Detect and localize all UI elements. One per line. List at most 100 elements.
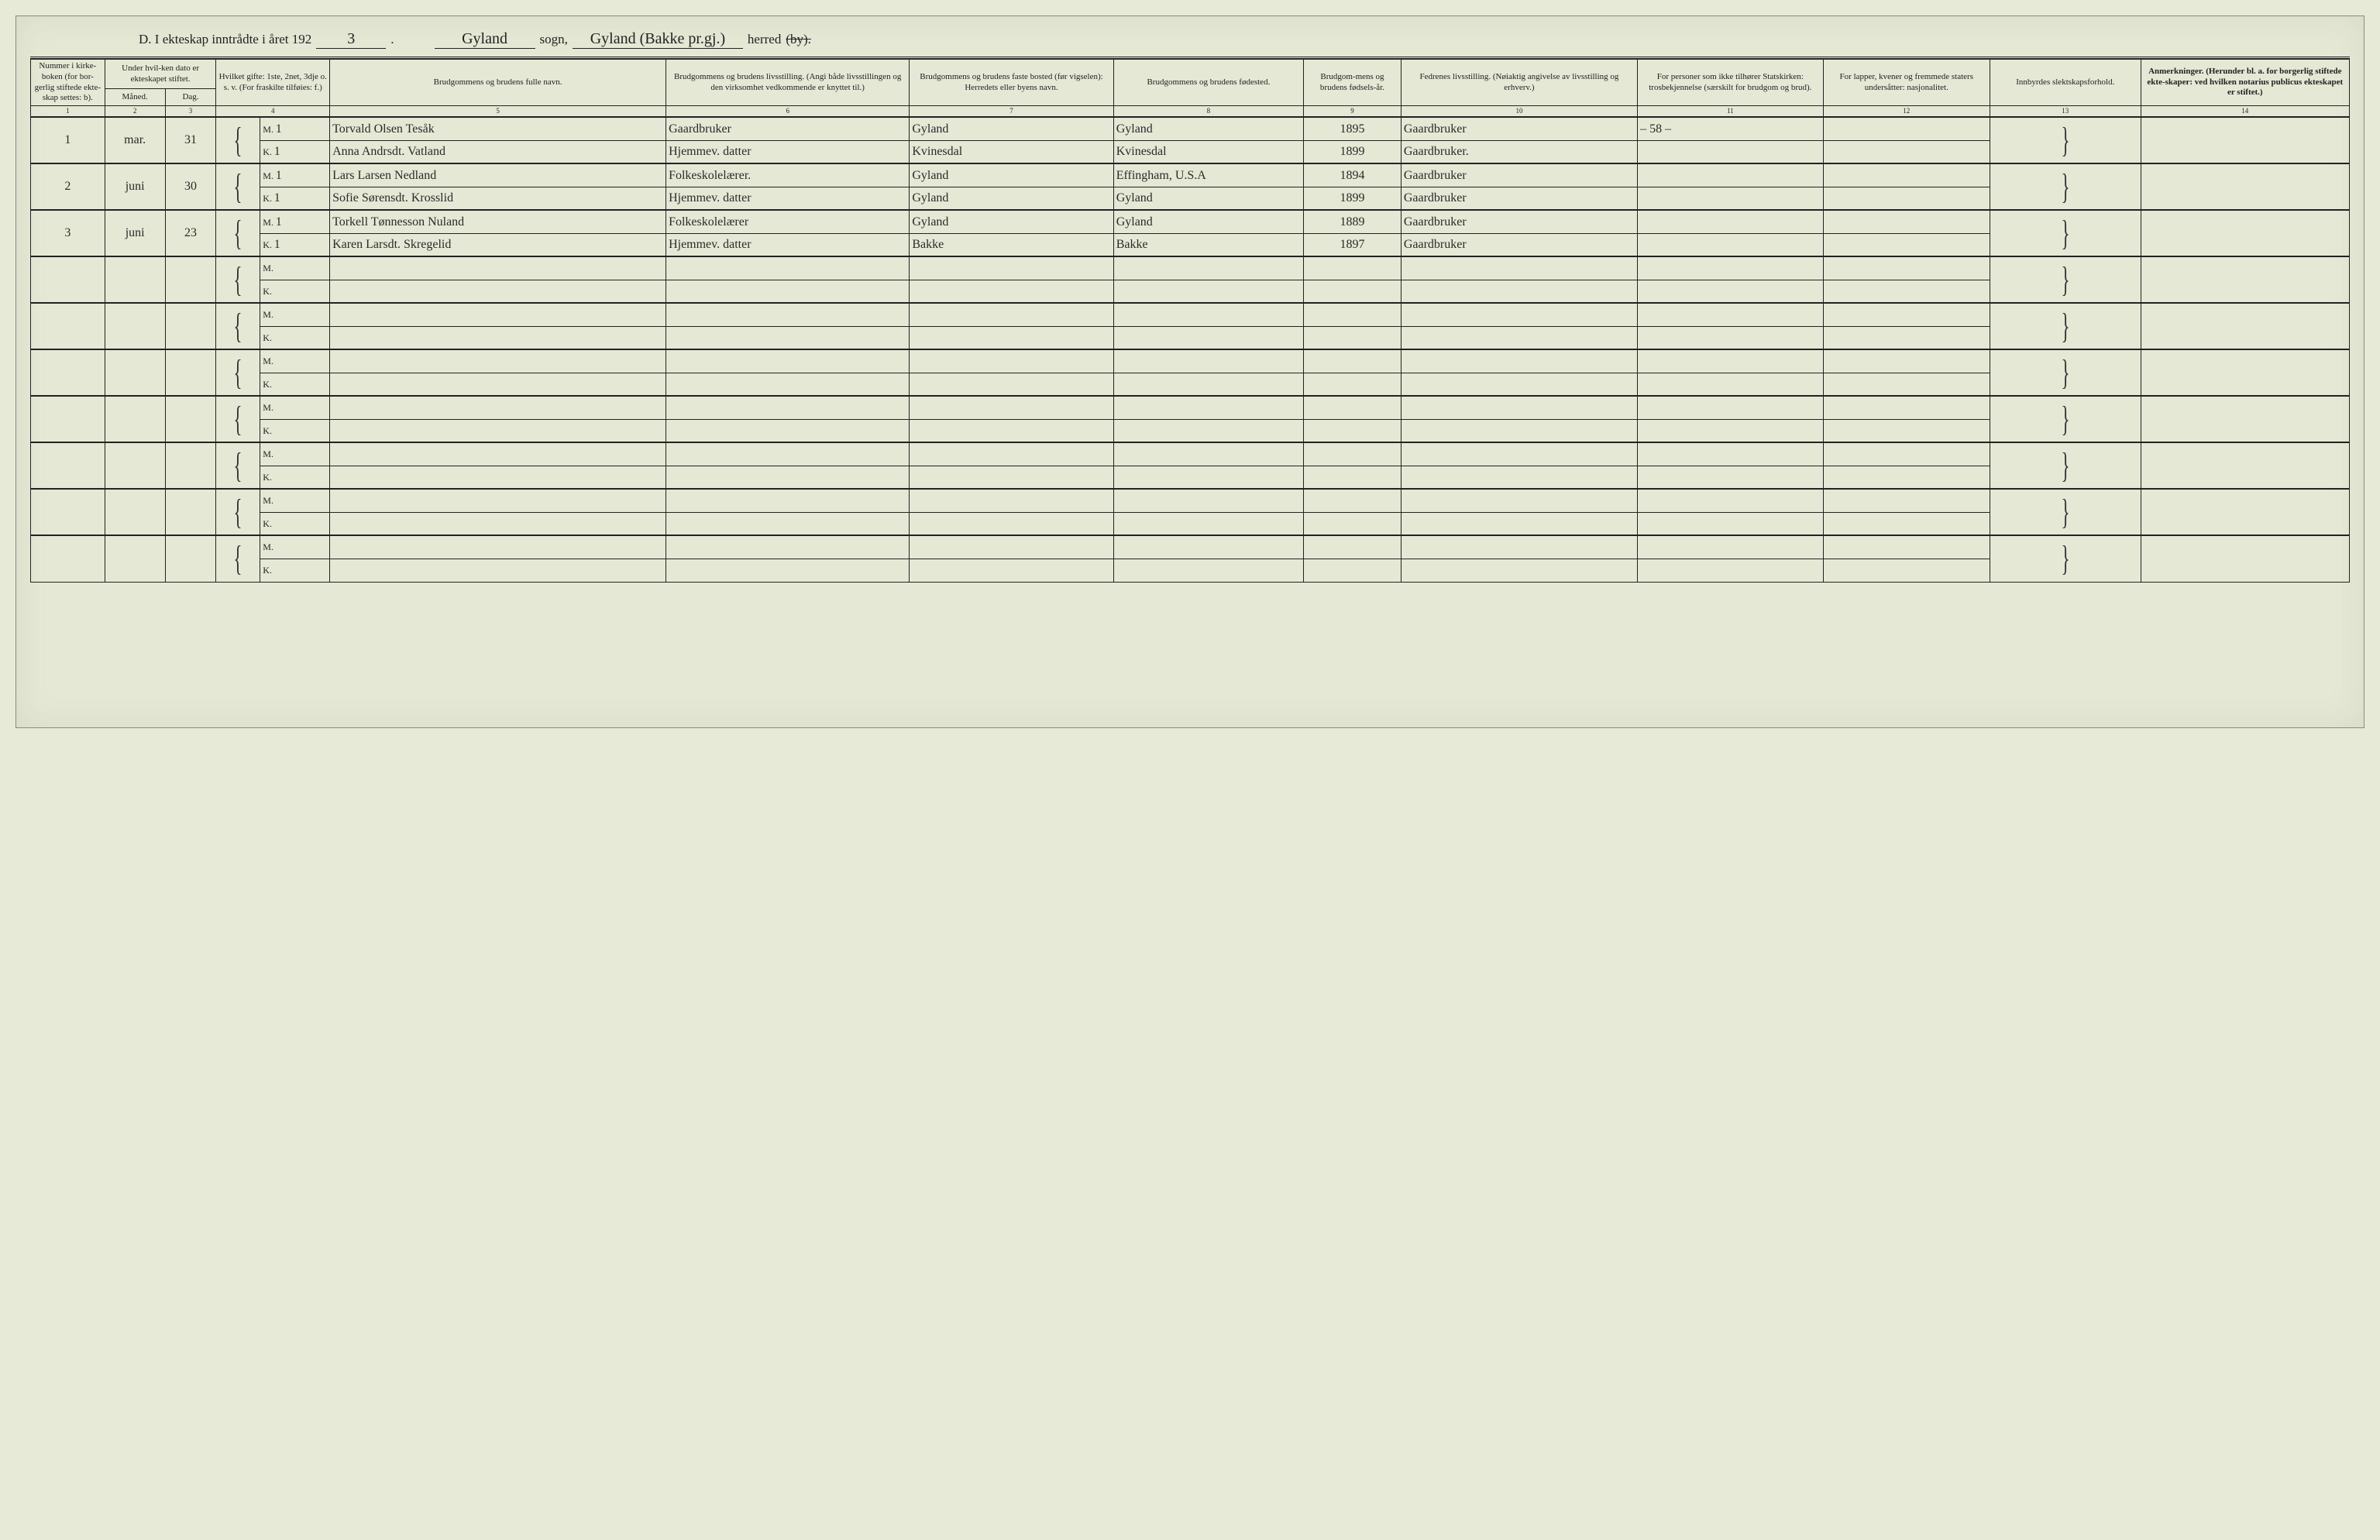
c12-cell	[1823, 210, 1990, 233]
mk-cell: K.	[260, 512, 330, 535]
brace-cell: {	[216, 349, 260, 396]
c12-cell	[1823, 163, 1990, 187]
brace-icon: {	[234, 498, 242, 527]
c11-cell	[1638, 373, 1823, 396]
c14-cell	[2141, 117, 2349, 163]
res-cell	[910, 442, 1113, 466]
father-cell: Gaardbruker	[1401, 187, 1637, 210]
res-cell	[910, 373, 1113, 396]
c11-cell	[1638, 303, 1823, 326]
c11-cell	[1638, 187, 1823, 210]
c11-cell: – 58 –	[1638, 117, 1823, 140]
bp-cell	[1113, 256, 1303, 280]
entry-row-m: 1mar.31{M. 1Torvald Olsen TesåkGaardbruk…	[31, 117, 2350, 140]
c14-cell	[2141, 442, 2349, 489]
year-cell	[1304, 559, 1402, 582]
th-8: Brudgommens og brudens fødested.	[1113, 60, 1303, 106]
mk-cell: M.	[260, 489, 330, 512]
occ-cell	[666, 396, 910, 419]
c13-cell: }	[1990, 163, 2141, 210]
c13-cell: }	[1990, 489, 2141, 535]
c14-cell	[2141, 256, 2349, 303]
name-cell: Sofie Sørensdt. Krosslid	[330, 187, 666, 210]
colnum: 7	[910, 106, 1113, 118]
bp-cell	[1113, 535, 1303, 559]
c14-cell	[2141, 535, 2349, 582]
day-cell	[165, 256, 216, 303]
occ-cell	[666, 419, 910, 442]
brace-cell: {	[216, 396, 260, 442]
mk-cell: K. 1	[260, 187, 330, 210]
father-cell: Gaardbruker	[1401, 117, 1637, 140]
year-cell: 1895	[1304, 117, 1402, 140]
month-cell: juni	[105, 210, 165, 256]
entry-row-m: {M. }	[31, 396, 2350, 419]
father-cell	[1401, 489, 1637, 512]
register-table: Nummer i kirke-boken (for bor-gerlig sti…	[30, 59, 2350, 583]
year-cell	[1304, 419, 1402, 442]
res-cell: Gyland	[910, 163, 1113, 187]
colnum: 5	[330, 106, 666, 118]
birthyear: 1897	[1340, 238, 1364, 251]
year-cell: 1899	[1304, 140, 1402, 163]
title-row: D. I ekteskap inntrådte i året 1923 . Gy…	[139, 30, 2350, 49]
colnum: 2	[105, 106, 165, 118]
father-cell: Gaardbruker	[1401, 210, 1637, 233]
year-cell	[1304, 512, 1402, 535]
c12-cell	[1823, 280, 1990, 303]
occ-cell	[666, 303, 910, 326]
bp-cell	[1113, 396, 1303, 419]
birthplace: Effingham, U.S.A	[1116, 169, 1206, 182]
name-cell	[330, 512, 666, 535]
father-cell	[1401, 256, 1637, 280]
month-cell	[105, 489, 165, 535]
c12-cell	[1823, 512, 1990, 535]
c14-cell	[2141, 210, 2349, 256]
res-cell	[910, 489, 1113, 512]
c12-cell	[1823, 559, 1990, 582]
mk-cell: M.	[260, 256, 330, 280]
brace-cell: {	[216, 210, 260, 256]
residence: Gyland	[912, 169, 948, 182]
year-cell	[1304, 535, 1402, 559]
entry-row-m: {M. }	[31, 256, 2350, 280]
res-cell	[910, 419, 1113, 442]
brace-cell: {	[216, 535, 260, 582]
brace-right-icon: }	[2061, 312, 2069, 341]
name-cell	[330, 466, 666, 489]
th-11: For personer som ikke tilhører Statskirk…	[1638, 60, 1823, 106]
bp-cell: Effingham, U.S.A	[1113, 163, 1303, 187]
colnum: 14	[2141, 106, 2349, 118]
th-2-top: Under hvil-ken dato er ekteskapet stifte…	[105, 60, 216, 89]
mk-label: K.	[263, 565, 272, 576]
th-2b: Dag.	[165, 89, 216, 106]
occ-cell	[666, 442, 910, 466]
bp-cell: Kvinesdal	[1113, 140, 1303, 163]
res-cell: Gyland	[910, 210, 1113, 233]
name: Karen Larsdt. Skregelid	[332, 238, 451, 251]
occ-cell	[666, 512, 910, 535]
c11-cell	[1638, 512, 1823, 535]
mk-label: M.	[263, 356, 273, 366]
mk-label: K.	[263, 332, 272, 343]
res-cell	[910, 349, 1113, 373]
brace-icon: {	[234, 312, 242, 341]
res-cell: Gyland	[910, 117, 1113, 140]
name-cell	[330, 442, 666, 466]
c13-cell: }	[1990, 117, 2141, 163]
brace-cell: {	[216, 489, 260, 535]
birthyear: 1899	[1340, 191, 1364, 205]
year-cell: 1894	[1304, 163, 1402, 187]
th-7: Brudgommens og brudens faste bosted (før…	[910, 60, 1113, 106]
name-cell: Karen Larsdt. Skregelid	[330, 233, 666, 256]
residence: Kvinesdal	[912, 145, 962, 158]
brace-cell: {	[216, 442, 260, 489]
c14-cell	[2141, 303, 2349, 349]
num-cell	[31, 535, 105, 582]
c11-cell	[1638, 326, 1823, 349]
c11-cell	[1638, 419, 1823, 442]
mk-label: M.	[263, 124, 273, 135]
res-cell: Bakke	[910, 233, 1113, 256]
year-cell	[1304, 256, 1402, 280]
bp-cell	[1113, 326, 1303, 349]
